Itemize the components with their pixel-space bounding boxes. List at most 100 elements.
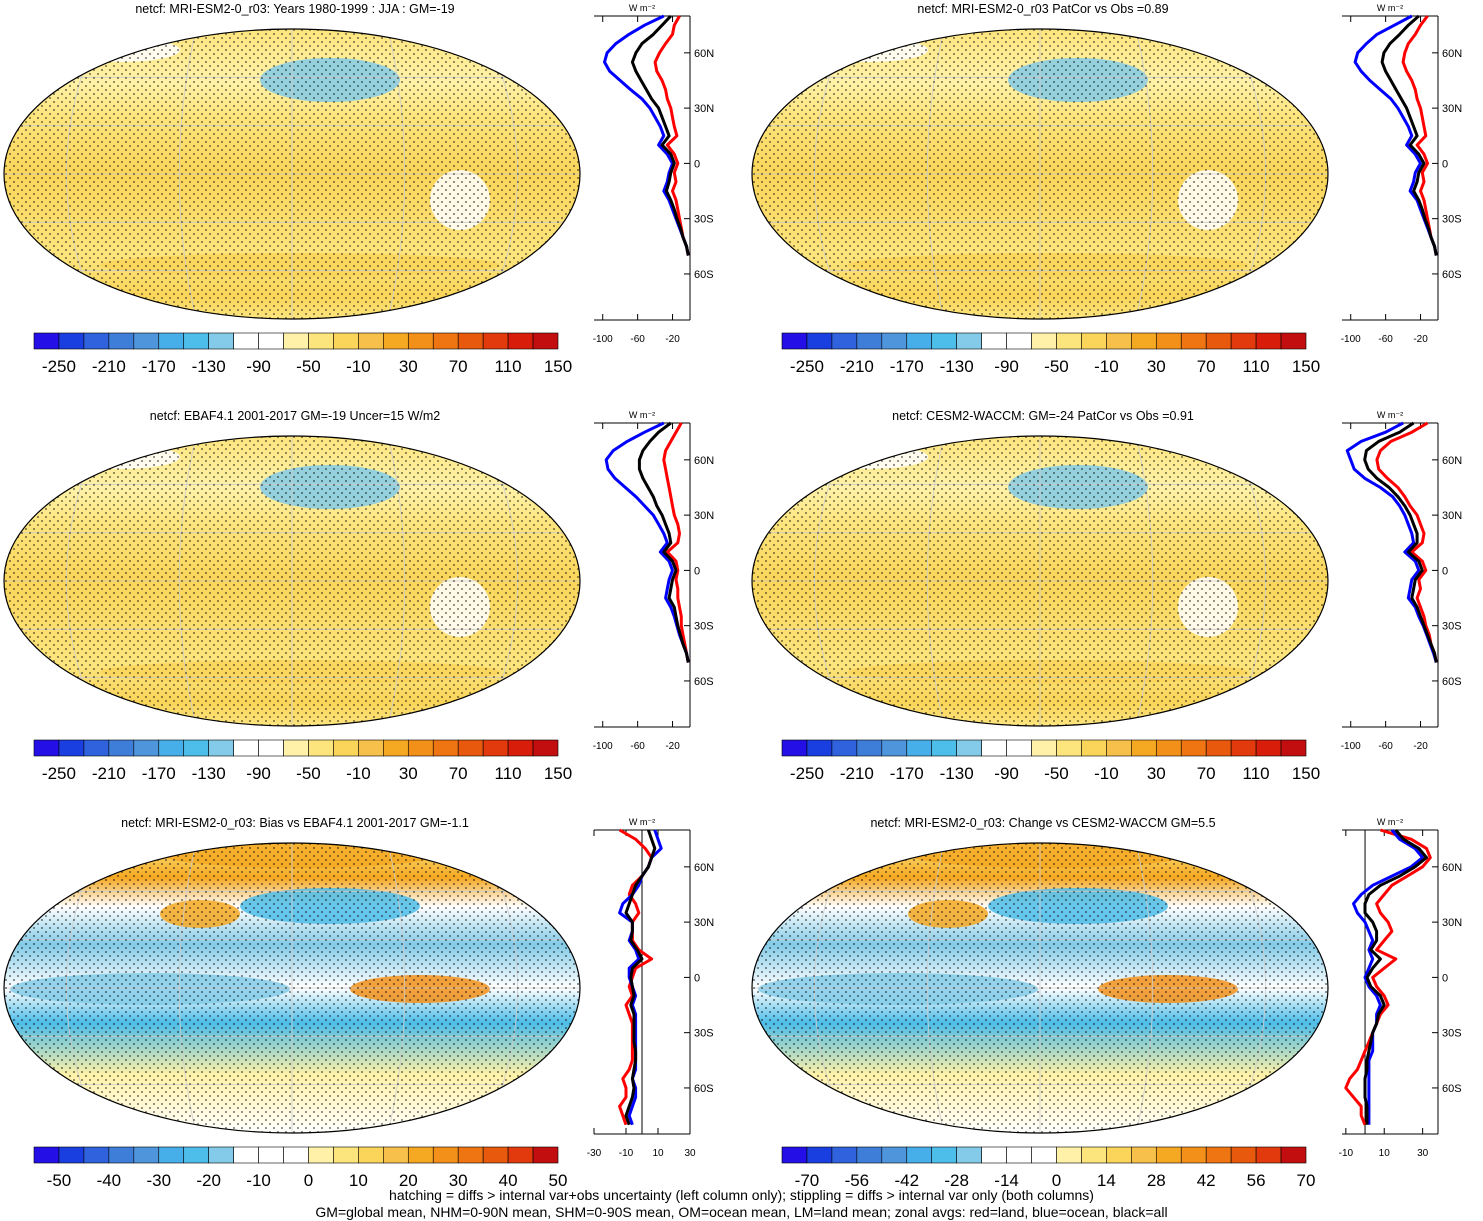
stippling [4,843,580,1133]
colorbar-label: -42 [894,1171,919,1190]
lat-tick-label: 60S [1442,1083,1462,1095]
zonal-tick-label: -20 [665,334,680,345]
colorbar-label: -130 [940,357,974,376]
world-map [752,843,1328,1133]
zonal-tick-label: 10 [1379,1148,1391,1159]
colorbar-label: -28 [944,1171,969,1190]
zonal-mean-panel: W m⁻² -100 -60 -20 60N 30N 0 30S 60S [593,3,715,345]
colorbar-label: 28 [1147,1171,1166,1190]
colorbar-swatch [856,739,883,757]
colorbar-swatch [158,739,185,757]
colorbar-swatch [358,739,384,757]
map-title: netcf: MRI-ESM2-0_r03: Change vs CESM2-W… [870,816,1216,830]
lat-tick-label: 60N [1442,455,1462,467]
panel-figure: W m⁻² -100 -60 -20 60N 30N 0 30S 60S -250 -210 -170… [3,3,715,376]
colorbar-label: 150 [1292,357,1320,376]
colorbar-swatch [308,332,334,350]
colorbar-label: -56 [845,1171,870,1190]
colorbar-label: -250 [790,764,824,783]
colorbar-swatch [1006,1146,1032,1164]
zonal-mean-panel: W m⁻² -100 -60 -20 60N 30N 0 30S 60S [593,410,715,752]
colorbar-swatch [1280,332,1307,350]
world-map [752,436,1328,726]
colorbar-swatch [183,1146,209,1164]
colorbar-swatch [931,1146,957,1164]
lat-tick-label: 30S [1442,621,1462,633]
colorbar-swatch [158,1146,185,1164]
stippling [752,843,1328,1133]
panel-figure: W m⁻² -100 -60 -20 60N 30N 0 30S 60S -250 -210 -170… [751,410,1462,783]
colorbar-swatch [831,1146,858,1164]
map-title: netcf: MRI-ESM2-0_r03: Bias vs EBAF4.1 2… [121,816,469,830]
panel-figure: W m⁻² -10 10 30 60N 30N 0 30S 60S -70 -56 -42 -28 -14… [751,817,1462,1190]
stippling [4,29,580,319]
colorbar-swatch [358,332,384,350]
zonal-tick-label: -30 [587,1148,602,1159]
colorbar-label: 70 [1197,357,1216,376]
colorbar-swatch [1230,332,1257,350]
colorbar-swatch [981,739,1007,757]
colorbar-swatch [906,739,933,757]
zonal-tick-label: -100 [1341,334,1361,345]
colorbar-swatch [383,1146,409,1164]
colorbar-swatch [507,332,534,350]
colorbar-label: 10 [349,1171,368,1190]
colorbar: -250 -210 -170 -130 -90 -50 -10 30 70 110 150 [33,332,572,376]
colorbar-swatch [507,1146,534,1164]
figure-caption: hatching = diffs > internal var+obs unce… [0,1187,1483,1221]
colorbar-label: -170 [890,357,924,376]
colorbar-label: 0 [1052,1171,1061,1190]
colorbar-swatch [108,1146,135,1164]
lat-tick-label: 30N [1442,103,1462,115]
zonal-tick-label: -20 [1413,334,1428,345]
colorbar-swatch [831,739,858,757]
colorbar-label: 14 [1097,1171,1116,1190]
colorbar-swatch [906,332,933,350]
colorbar-swatch [208,739,234,757]
colorbar-swatch [358,1146,384,1164]
zonal-tick-label: -60 [1378,334,1393,345]
map-border [3,842,581,1134]
zonal-tick-label: -100 [1341,741,1361,752]
panel-model-mean: netcf: MRI-ESM2-0_r03: Years 1980-1999 :… [0,0,741,407]
colorbar-swatch [1255,1146,1282,1164]
colorbar-swatch [1205,739,1232,757]
zonal-tick-label: -60 [1378,741,1393,752]
colorbar-label: -10 [346,764,371,783]
stippling [4,436,580,726]
colorbar-swatch [1106,332,1132,350]
colorbar-label: -90 [994,764,1019,783]
map-title: netcf: MRI-ESM2-0_r03: Years 1980-1999 :… [135,2,455,16]
colorbar-label: -10 [1094,357,1119,376]
lat-tick-label: 60N [1442,862,1462,874]
panel-cesm2: netcf: CESM2-WACCM: GM=-24 PatCor vs Obs… [748,407,1483,814]
colorbar-swatch [532,332,559,350]
colorbar-label: -130 [192,357,226,376]
map-title: netcf: EBAF4.1 2001-2017 GM=-19 Uncer=15… [149,409,441,423]
colorbar-swatch [1205,1146,1232,1164]
colorbar-swatch [881,1146,908,1164]
colorbar-swatch [806,739,833,757]
lat-tick-label: 30S [1442,214,1462,226]
zonal-series-line [1352,829,1425,1125]
colorbar-swatch [258,332,284,350]
colorbar-swatch [1255,332,1282,350]
colorbar-swatch [432,332,459,350]
zonal-tick-label: -20 [665,741,680,752]
colorbar-label: -250 [42,357,76,376]
colorbar-swatch [1205,332,1232,350]
colorbar-swatch [432,1146,459,1164]
colorbar-swatch [233,739,259,757]
colorbar: -70 -56 -42 -28 -14 0 14 28 42 56 70 [781,1146,1315,1190]
map-border [3,28,581,320]
colorbar-swatch [58,1146,85,1164]
colorbar-swatch [1131,332,1157,350]
colorbar-swatch [407,1146,434,1164]
panel-bias: netcf: MRI-ESM2-0_r03: Bias vs EBAF4.1 2… [0,814,741,1221]
panel-figure: W m⁻² -100 -60 -20 60N 30N 0 30S 60S -250 -210 -170… [751,3,1462,376]
zonal-series-line [1363,829,1428,1125]
stippling [752,436,1328,726]
lat-tick-label: 30N [694,917,714,929]
caption-line-2: GM=global mean, NHM=0-90N mean, SHM=0-90… [315,1204,1168,1220]
colorbar-swatch [83,739,110,757]
